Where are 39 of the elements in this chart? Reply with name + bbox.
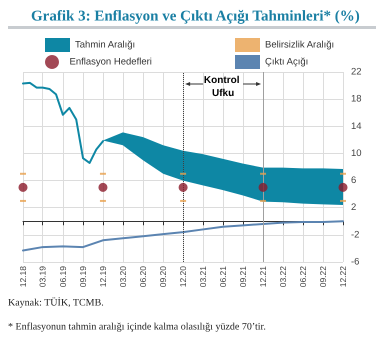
- x-tick-label: 03.22: [278, 266, 288, 288]
- x-tick-label: 12.21: [258, 266, 268, 288]
- x-tick-label: 06.22: [298, 266, 308, 288]
- x-tick-label: 12.18: [18, 266, 28, 288]
- x-tick-label: 09.20: [158, 266, 168, 288]
- x-tick-label: 03.20: [118, 266, 128, 288]
- point: [338, 182, 348, 192]
- annotation: Kontrol Ufku: [204, 75, 242, 99]
- x-tick-label: 03.19: [38, 266, 48, 288]
- x-tick-label: 06.21: [218, 266, 228, 288]
- y-tick-label: 18: [351, 94, 362, 105]
- y-tick-label: 6: [351, 175, 356, 186]
- y-tick-label: 14: [351, 120, 362, 132]
- y-tick-label: 22: [351, 66, 362, 78]
- y-tick-label: 10: [351, 148, 362, 159]
- x-tick-label: 09.19: [78, 266, 88, 288]
- legend-label: Çıktı Açığı: [265, 56, 308, 68]
- x-tick-label: 09.21: [238, 266, 248, 288]
- x-tick-label: 09.22: [318, 266, 328, 288]
- line-series: [22, 220, 344, 252]
- point: [18, 182, 28, 192]
- x-tick-label: 12.20: [178, 266, 188, 288]
- legend-label: Enflasyon Hedefleri: [70, 56, 152, 68]
- point: [98, 182, 108, 192]
- x-tick-label: 06.20: [138, 266, 148, 288]
- y-tick-label: 2: [351, 202, 356, 214]
- text: Kaynak: TÜİK, TCMB.: [8, 296, 104, 308]
- y-tick-label: -2: [351, 229, 360, 240]
- legend-label: Tahmin Aralığı: [75, 40, 136, 50]
- x-tick-label: 03.21: [198, 266, 208, 288]
- y-tick-label: -6: [351, 256, 360, 268]
- chart-title: Grafik 3: Enflasyon ve Çıktı Açığı Tahminleri* (%): [31, 8, 360, 24]
- text: * Enflasyonun tahmin aralığı içinde kalma olasılığı yüzde 70’tir.: [8, 322, 266, 332]
- x-tick-label: 12.22: [338, 266, 348, 288]
- x-tick-label: 06.19: [58, 266, 68, 288]
- legend-label: Belirsizlik Aralığı: [265, 40, 334, 50]
- x-tick-label: 12.19: [98, 266, 108, 288]
- point: [258, 182, 268, 192]
- point: [178, 182, 188, 192]
